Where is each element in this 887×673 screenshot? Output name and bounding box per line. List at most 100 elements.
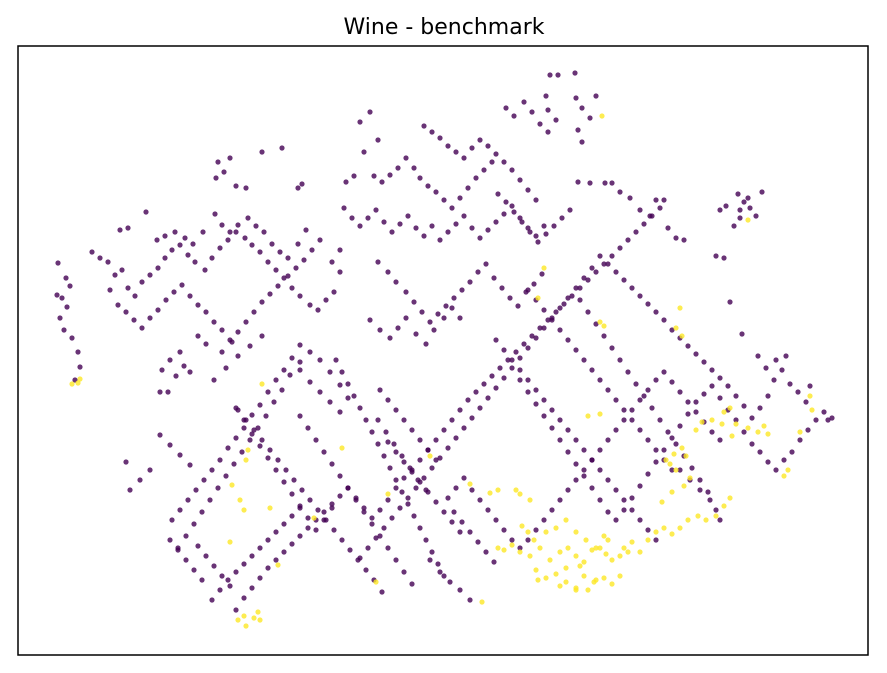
data-point <box>673 467 679 473</box>
data-point <box>361 149 367 155</box>
data-point <box>543 575 549 581</box>
data-point <box>605 477 611 483</box>
data-point <box>289 285 295 291</box>
data-point <box>653 537 659 543</box>
data-point <box>537 121 543 127</box>
data-point <box>533 197 539 203</box>
data-point <box>249 585 255 591</box>
data-point <box>407 465 413 471</box>
data-point <box>233 569 239 575</box>
data-point <box>295 185 301 191</box>
data-point <box>259 299 265 305</box>
data-point <box>493 337 499 343</box>
data-point <box>795 389 801 395</box>
data-point <box>517 355 523 361</box>
data-point <box>449 519 455 525</box>
data-point <box>457 315 463 321</box>
data-point <box>677 305 683 311</box>
data-point <box>397 221 403 227</box>
data-point <box>517 367 523 373</box>
data-point <box>317 237 323 243</box>
data-point <box>549 407 555 413</box>
data-point <box>677 423 683 429</box>
data-point <box>573 437 579 443</box>
data-point <box>411 513 417 519</box>
data-point <box>329 505 335 511</box>
data-point <box>669 327 675 333</box>
data-point <box>373 535 379 541</box>
data-point <box>435 311 441 317</box>
data-point <box>541 307 547 313</box>
data-point <box>589 457 595 463</box>
data-point <box>539 271 545 277</box>
data-point <box>601 333 607 339</box>
data-point <box>593 269 599 275</box>
data-point <box>677 467 683 473</box>
data-point <box>437 569 443 575</box>
data-point <box>297 367 303 373</box>
data-point <box>765 459 771 465</box>
data-point <box>195 302 201 308</box>
data-point <box>657 417 663 423</box>
data-point <box>475 269 481 275</box>
data-point <box>637 427 643 433</box>
data-point <box>301 257 307 263</box>
data-point <box>825 417 831 423</box>
data-point <box>493 219 499 225</box>
data-point <box>157 432 163 438</box>
data-point <box>609 253 615 259</box>
data-point <box>515 303 521 309</box>
data-point <box>685 411 691 417</box>
data-point <box>417 525 423 531</box>
data-point <box>243 457 249 463</box>
data-point <box>531 537 537 543</box>
data-point <box>533 567 539 573</box>
data-point <box>223 365 229 371</box>
data-point <box>701 391 707 397</box>
data-point <box>225 445 231 451</box>
data-point <box>573 477 579 483</box>
data-point <box>567 207 573 213</box>
data-point <box>357 405 363 411</box>
data-point <box>401 569 407 575</box>
data-point <box>147 467 153 473</box>
data-point <box>337 269 343 275</box>
data-point <box>745 217 751 223</box>
data-point <box>629 495 635 501</box>
data-point <box>601 575 607 581</box>
data-point <box>199 509 205 515</box>
data-point <box>545 317 551 323</box>
data-point <box>573 347 579 353</box>
data-point <box>593 545 599 551</box>
data-point <box>377 387 383 393</box>
data-point <box>307 302 313 308</box>
data-point <box>381 219 387 225</box>
data-point <box>477 405 483 411</box>
data-point <box>200 229 206 235</box>
data-point <box>689 465 695 471</box>
data-point <box>249 412 255 418</box>
data-point <box>511 113 517 119</box>
data-point <box>572 70 578 76</box>
data-point <box>457 195 463 201</box>
data-point <box>441 573 447 579</box>
data-point <box>257 575 263 581</box>
data-point <box>605 537 611 543</box>
data-point <box>621 277 627 283</box>
data-point <box>241 425 247 431</box>
data-point <box>661 369 667 375</box>
data-point <box>765 393 771 399</box>
data-point <box>233 607 239 613</box>
data-point <box>669 467 675 473</box>
data-point <box>597 467 603 473</box>
data-point <box>753 213 759 219</box>
data-point <box>507 295 513 301</box>
data-point <box>431 327 437 333</box>
data-point <box>409 427 415 433</box>
data-point <box>617 357 623 363</box>
data-point <box>647 213 653 219</box>
data-point <box>649 405 655 411</box>
data-point <box>183 557 189 563</box>
data-point <box>573 461 579 467</box>
data-point <box>162 255 168 261</box>
